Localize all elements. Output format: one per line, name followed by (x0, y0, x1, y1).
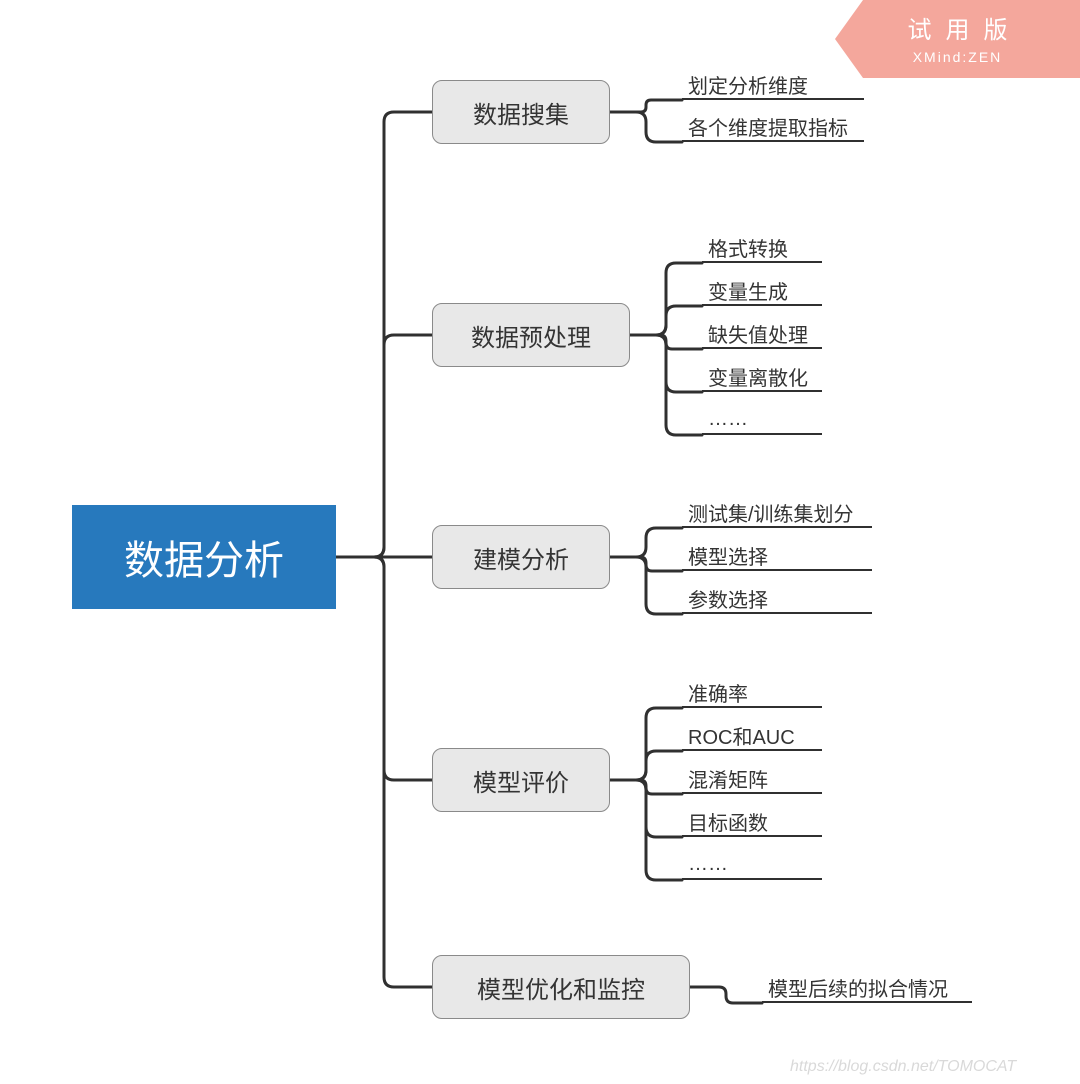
watermark-title: 试用版 (835, 10, 1080, 45)
branch-node[interactable]: 模型优化和监控 (432, 955, 690, 1019)
leaf-node[interactable]: …… (702, 405, 822, 435)
leaf-label: 变量离散化 (708, 362, 808, 391)
leaf-node[interactable]: 模型选择 (682, 541, 872, 571)
leaf-node[interactable]: 参数选择 (682, 584, 872, 614)
leaf-label: …… (708, 408, 748, 431)
leaf-node[interactable]: 缺失值处理 (702, 319, 822, 349)
leaf-label: 缺失值处理 (708, 319, 808, 348)
leaf-label: 格式转换 (708, 233, 788, 262)
mindmap-canvas: 试用版 XMind:ZEN 数据分析 https://blog.csdn.net… (0, 0, 1080, 1084)
branch-label: 模型优化和监控 (477, 970, 645, 1005)
root-label: 数据分析 (124, 528, 284, 586)
leaf-label: 变量生成 (708, 276, 788, 305)
leaf-node[interactable]: ROC和AUC (682, 721, 822, 751)
leaf-label: ROC和AUC (688, 721, 795, 750)
root-node[interactable]: 数据分析 (72, 505, 336, 609)
leaf-node[interactable]: 准确率 (682, 678, 822, 708)
footer-watermark: https://blog.csdn.net/TOMOCAT (790, 1058, 1016, 1076)
branch-label: 数据预处理 (471, 318, 591, 353)
leaf-label: 目标函数 (688, 807, 768, 836)
leaf-node[interactable]: 目标函数 (682, 807, 822, 837)
branch-node[interactable]: 建模分析 (432, 525, 610, 589)
leaf-node[interactable]: 混淆矩阵 (682, 764, 822, 794)
watermark-subtitle: XMind:ZEN (835, 49, 1080, 65)
branch-node[interactable]: 数据搜集 (432, 80, 610, 144)
leaf-node[interactable]: …… (682, 850, 822, 880)
leaf-label: 各个维度提取指标 (688, 112, 848, 141)
branch-label: 数据搜集 (473, 95, 569, 130)
branch-node[interactable]: 模型评价 (432, 748, 610, 812)
leaf-label: 混淆矩阵 (688, 764, 768, 793)
branch-node[interactable]: 数据预处理 (432, 303, 630, 367)
trial-watermark-banner: 试用版 XMind:ZEN (835, 0, 1080, 78)
leaf-label: 参数选择 (688, 584, 768, 613)
branch-label: 建模分析 (473, 540, 569, 575)
leaf-node[interactable]: 划定分析维度 (682, 70, 864, 100)
leaf-label: 模型后续的拟合情况 (768, 973, 948, 1002)
leaf-node[interactable]: 测试集/训练集划分 (682, 498, 872, 528)
leaf-label: 划定分析维度 (688, 70, 808, 99)
leaf-label: …… (688, 853, 728, 876)
leaf-label: 模型选择 (688, 541, 768, 570)
leaf-node[interactable]: 变量生成 (702, 276, 822, 306)
leaf-node[interactable]: 各个维度提取指标 (682, 112, 864, 142)
leaf-node[interactable]: 变量离散化 (702, 362, 822, 392)
leaf-node[interactable]: 格式转换 (702, 233, 822, 263)
leaf-node[interactable]: 模型后续的拟合情况 (762, 973, 972, 1003)
leaf-label: 测试集/训练集划分 (688, 498, 854, 527)
leaf-label: 准确率 (688, 678, 748, 707)
branch-label: 模型评价 (473, 763, 569, 798)
